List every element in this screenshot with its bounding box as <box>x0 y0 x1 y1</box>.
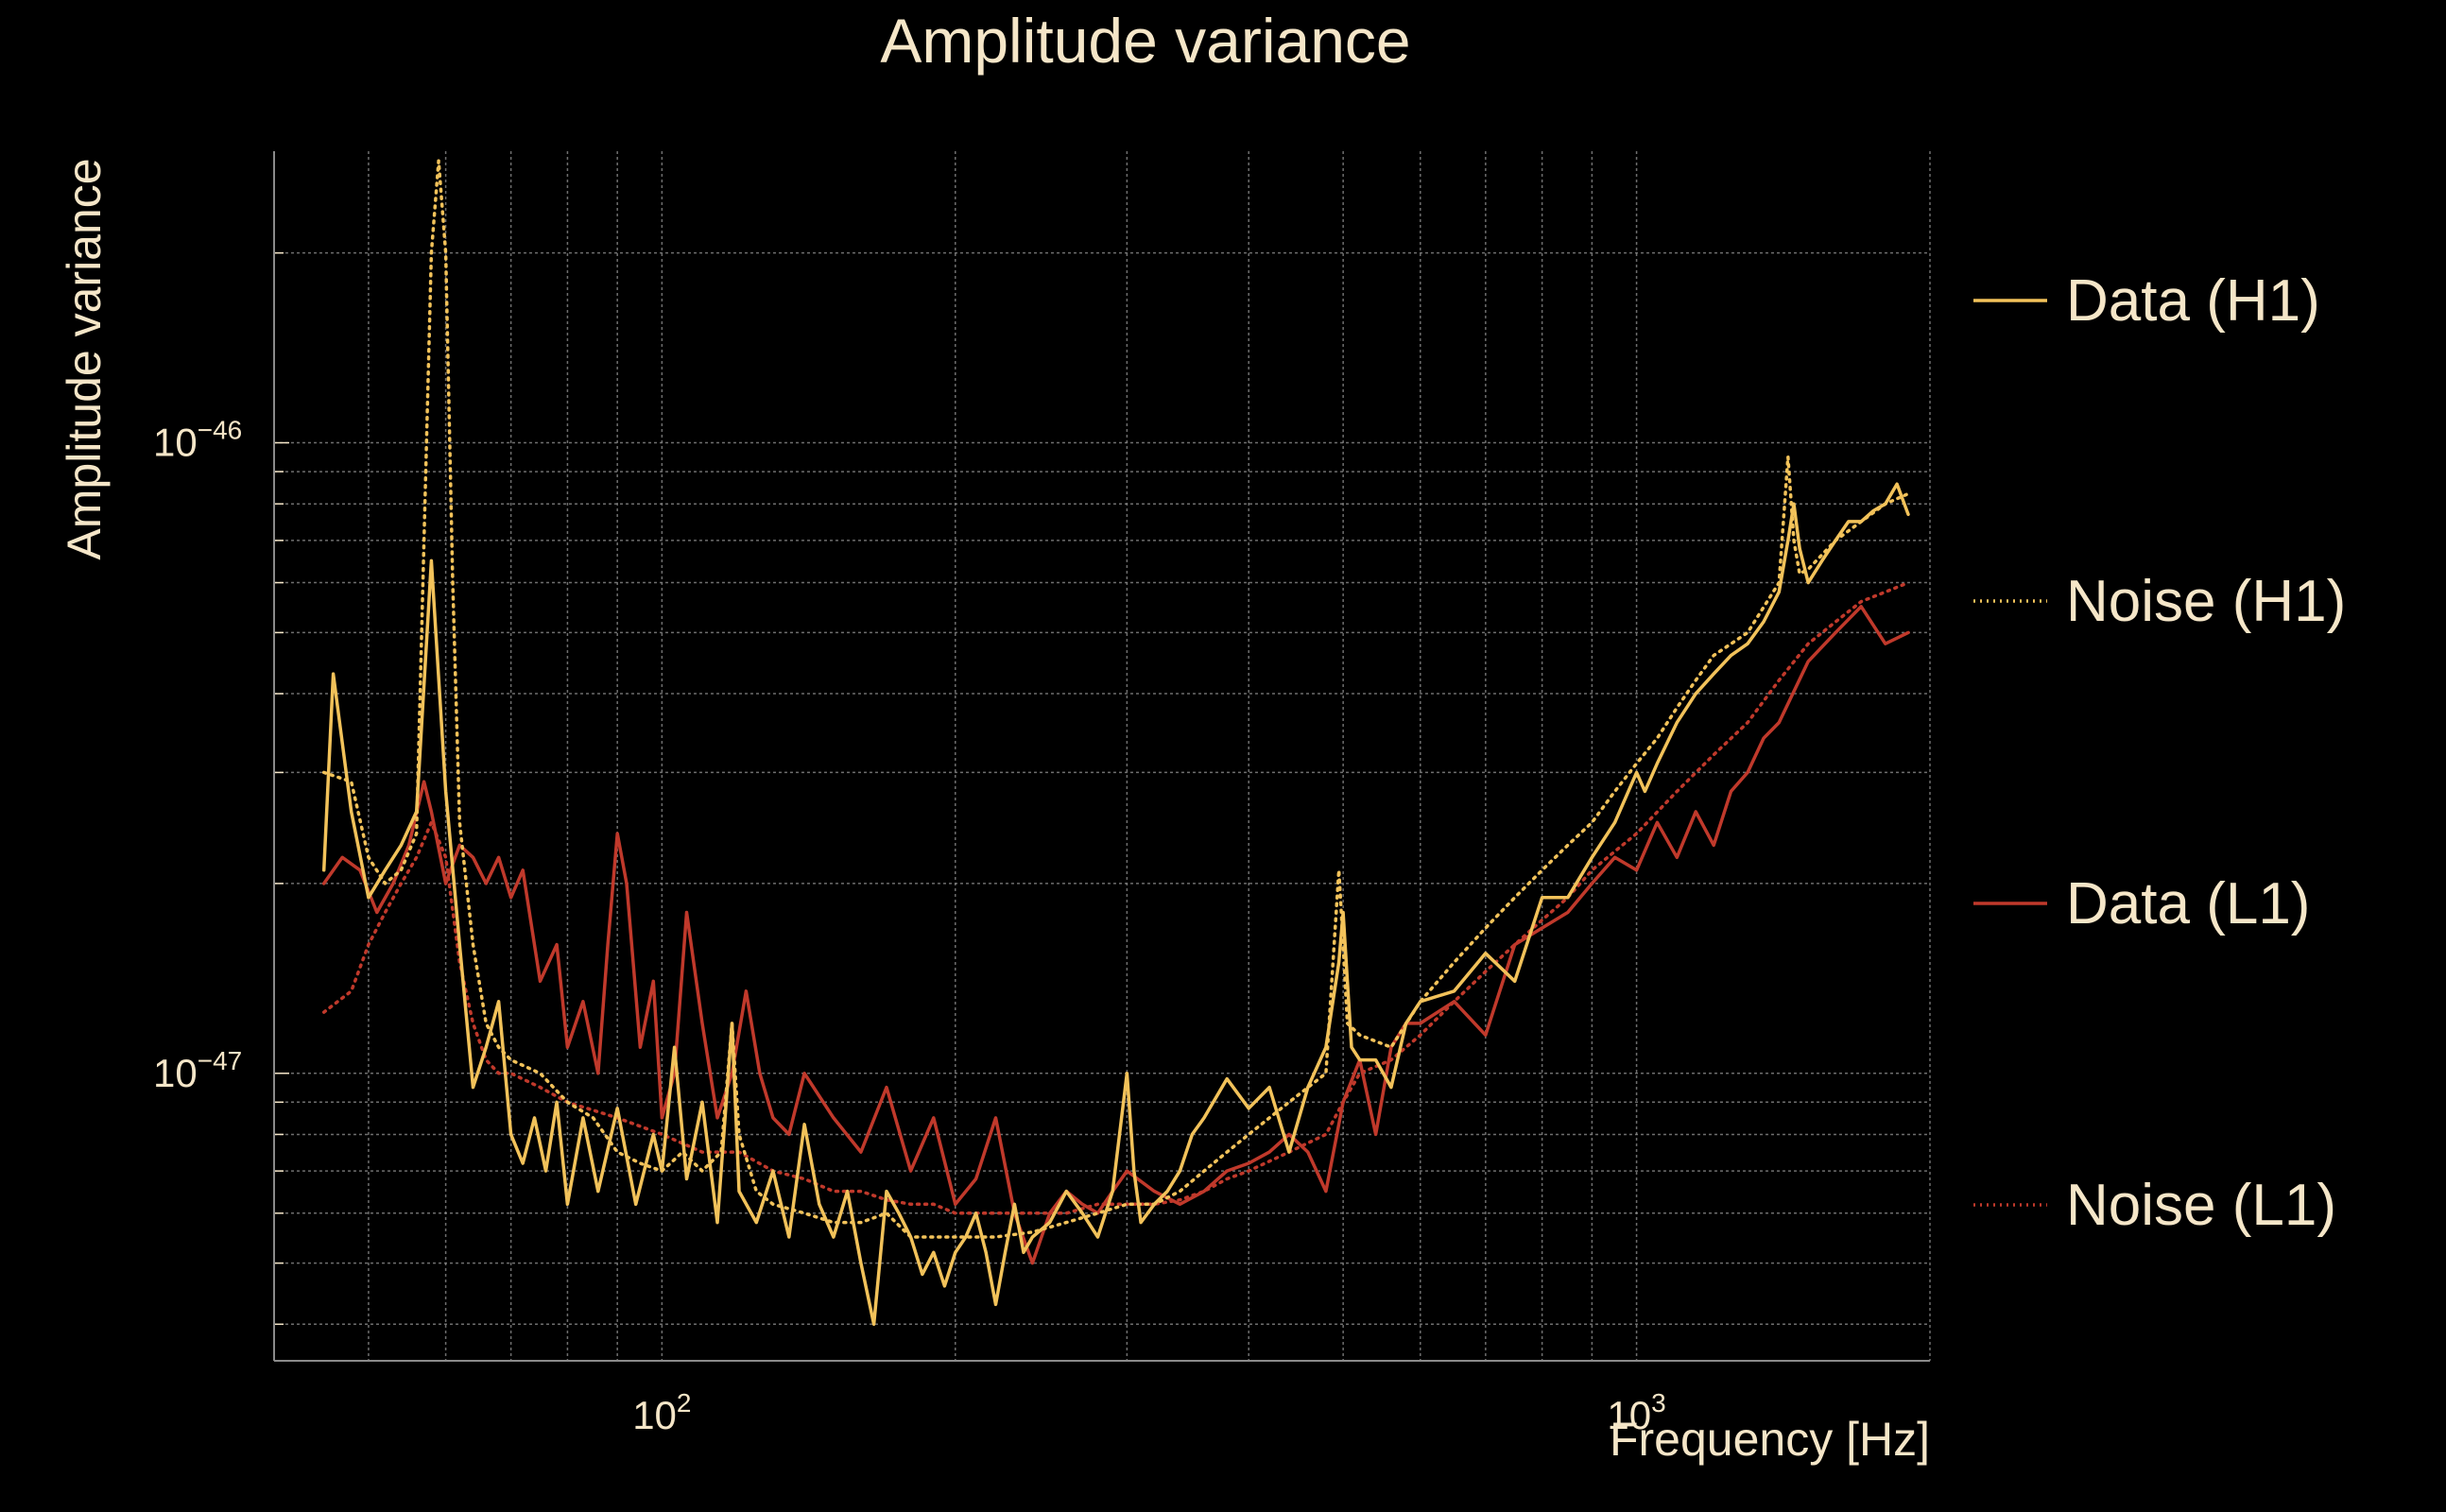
y-axis-label: Amplitude variance <box>58 158 111 559</box>
legend-label-data-l1: Data (L1) <box>2066 871 2310 936</box>
x-tick-label: 103 <box>1607 1388 1665 1437</box>
y-tick-label: 10−47 <box>153 1046 242 1095</box>
y-tick-exponent: −46 <box>198 416 243 445</box>
chart-title: Amplitude variance <box>880 6 1410 76</box>
legend: Data (H1) Noise (H1) Data (L1) Noise (L1) <box>1973 268 2346 1238</box>
y-tick-label: 10−46 <box>153 416 242 465</box>
x-tick-exponent: 2 <box>677 1388 692 1418</box>
x-tick-base: 10 <box>1607 1393 1651 1437</box>
series-line-data-l1 <box>321 605 1910 1265</box>
x-axis-label: Frequency [Hz] <box>1610 1413 1930 1466</box>
x-tick-base: 10 <box>632 1393 677 1437</box>
series-line-noise-l1 <box>321 580 1910 1215</box>
series-lines <box>321 159 1910 1327</box>
y-tick-exponent: −47 <box>198 1046 243 1075</box>
y-tick-base: 10 <box>153 1051 198 1095</box>
legend-label-noise-h1: Noise (H1) <box>2066 569 2346 634</box>
y-tick-base: 10 <box>153 421 198 465</box>
x-tick-exponent: 3 <box>1651 1388 1666 1418</box>
legend-label-noise-l1: Noise (L1) <box>2066 1173 2336 1238</box>
x-tick-label: 102 <box>632 1388 691 1437</box>
grid-lines <box>273 151 1931 1361</box>
series-line-data-h1 <box>321 482 1910 1327</box>
axes <box>273 151 1930 1362</box>
legend-label-data-h1: Data (H1) <box>2066 268 2320 334</box>
